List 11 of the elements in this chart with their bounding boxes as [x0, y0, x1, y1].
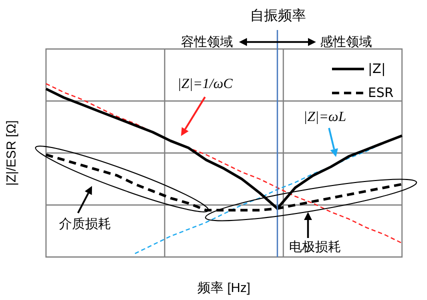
annotation: 电极损耗 — [289, 240, 341, 254]
legend-label: ESR — [368, 86, 394, 100]
text: 自振频率 — [250, 8, 306, 24]
annotation: |Z|=1/ωC — [178, 77, 233, 92]
text: 感性领域 — [320, 34, 372, 50]
annotation: |Z|=ωL — [304, 110, 346, 125]
y-axis-title: |Z|/ESR [Ω] — [3, 120, 18, 186]
x-axis-title: 频率 [Hz] — [198, 280, 250, 295]
text: 容性领域 — [181, 34, 233, 50]
legend-label: |Z| — [368, 62, 386, 76]
annotation: 介质损耗 — [59, 216, 111, 232]
